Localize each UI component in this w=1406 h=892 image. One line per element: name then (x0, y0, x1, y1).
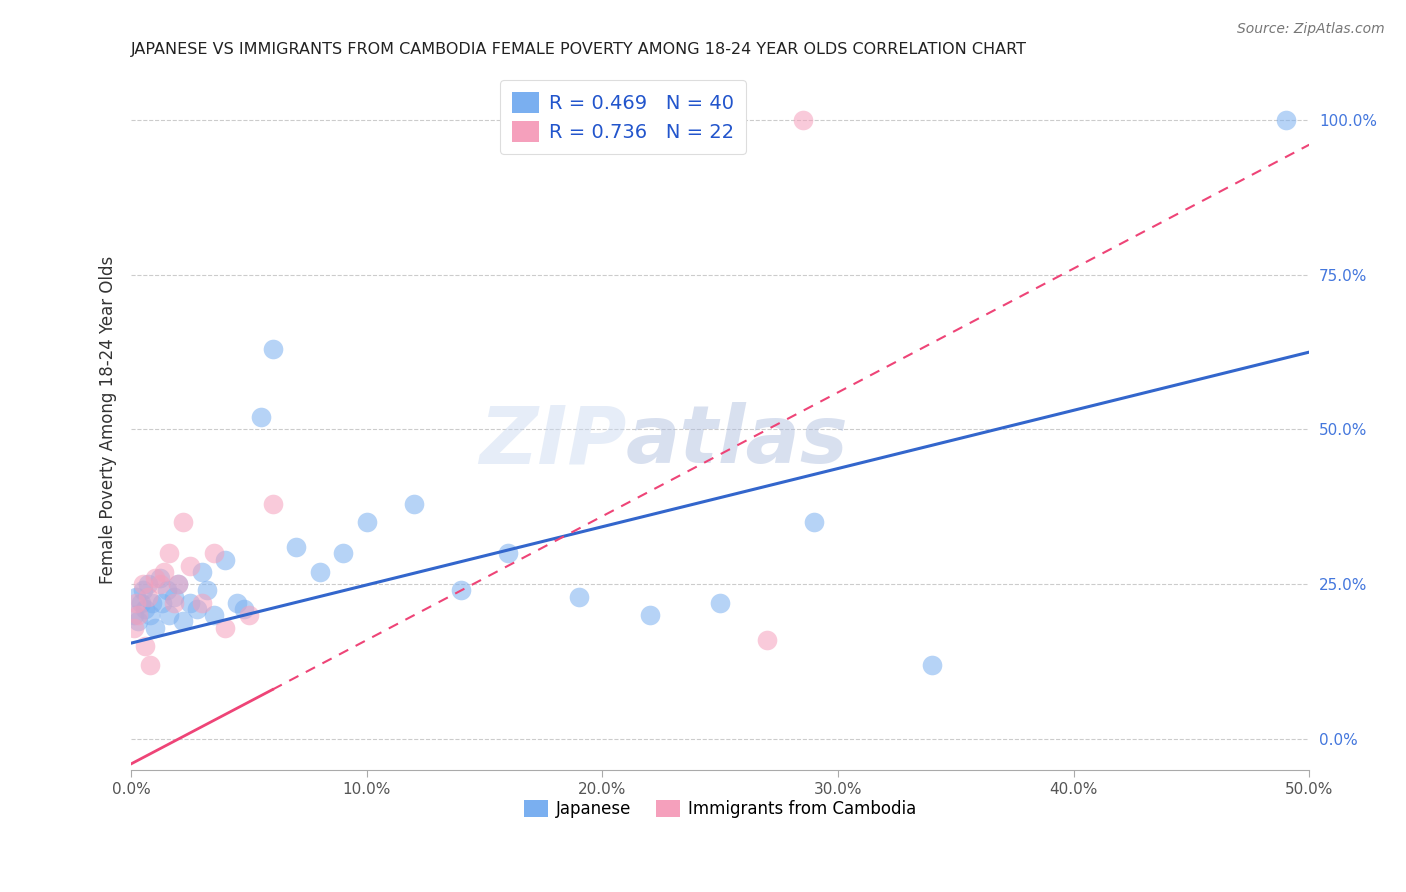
Point (262, 342, 284, 356)
Point (150, 596, 173, 610)
Text: Source: ZipAtlas.com: Source: ZipAtlas.com (1237, 22, 1385, 37)
Point (153, 565, 176, 579)
Point (125, 596, 148, 610)
Point (709, 596, 731, 610)
Point (792, 112, 814, 127)
Text: JAPANESE VS IMMIGRANTS FROM CAMBODIA FEMALE POVERTY AMONG 18-24 YEAR OLDS CORREL: JAPANESE VS IMMIGRANTS FROM CAMBODIA FEM… (131, 42, 1028, 57)
Point (202, 608, 225, 623)
Point (163, 590, 186, 604)
Legend: Japanese, Immigrants from Cambodia: Japanese, Immigrants from Cambodia (517, 793, 922, 824)
Point (803, 516, 825, 530)
Point (148, 571, 170, 585)
Point (127, 608, 149, 623)
Point (356, 516, 378, 530)
Point (139, 657, 162, 672)
Point (226, 596, 249, 610)
Point (332, 546, 354, 560)
Point (167, 577, 190, 591)
Point (122, 621, 145, 635)
Point (134, 602, 156, 616)
Point (214, 621, 236, 635)
Point (172, 615, 194, 629)
Point (1274, 112, 1296, 127)
Point (202, 546, 225, 560)
Point (125, 590, 148, 604)
Y-axis label: Female Poverty Among 18-24 Year Olds: Female Poverty Among 18-24 Year Olds (100, 256, 117, 584)
Point (122, 608, 145, 623)
Point (238, 608, 260, 623)
Point (308, 565, 330, 579)
Point (129, 596, 152, 610)
Point (148, 577, 170, 591)
Point (921, 657, 943, 672)
Text: atlas: atlas (626, 402, 849, 480)
Point (172, 516, 194, 530)
Point (136, 590, 159, 604)
Point (163, 596, 186, 610)
Point (143, 621, 166, 635)
Point (132, 577, 155, 591)
Point (756, 632, 779, 647)
Point (638, 608, 661, 623)
Point (179, 596, 201, 610)
Point (139, 608, 162, 623)
Point (127, 615, 149, 629)
Point (191, 565, 214, 579)
Text: ZIP: ZIP (478, 402, 626, 480)
Point (285, 540, 308, 554)
Point (134, 639, 156, 653)
Point (141, 596, 163, 610)
Point (157, 546, 180, 560)
Point (450, 583, 472, 598)
Point (496, 546, 519, 560)
Point (179, 558, 201, 573)
Point (143, 571, 166, 585)
Point (262, 497, 284, 511)
Point (402, 497, 425, 511)
Point (191, 596, 214, 610)
Point (250, 410, 273, 425)
Point (195, 583, 218, 598)
Point (233, 602, 256, 616)
Point (214, 552, 236, 566)
Point (155, 583, 177, 598)
Point (186, 602, 208, 616)
Point (167, 577, 190, 591)
Point (157, 608, 180, 623)
Point (132, 583, 155, 598)
Point (568, 590, 591, 604)
Point (136, 577, 159, 591)
